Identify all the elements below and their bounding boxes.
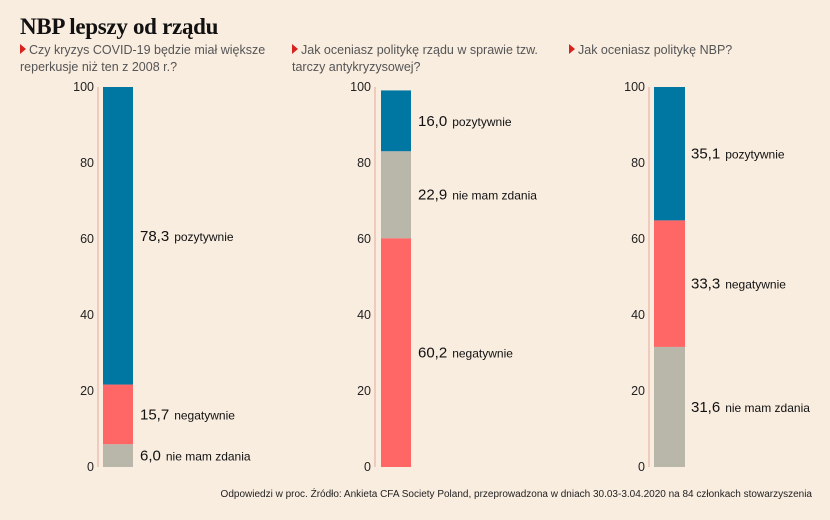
bar-segment-nie-mam-zdania	[381, 151, 411, 239]
y-tick-label: 20	[357, 384, 371, 398]
y-tick-label: 60	[631, 232, 645, 246]
question-1: Czy kryzys COVID-19 będzie miał większe …	[20, 42, 270, 76]
bar-segment-nie-mam-zdania	[654, 346, 685, 467]
y-tick-label: 80	[80, 156, 94, 170]
segment-value: 15,7	[140, 406, 169, 423]
bar-segment-pozytywnie	[654, 87, 685, 221]
segment-value: 33,3	[691, 276, 720, 293]
y-tick-label: 20	[631, 384, 645, 398]
question-2-text: Jak oceniasz politykę rządu w sprawie tz…	[292, 43, 538, 74]
y-tick-label: 80	[631, 156, 645, 170]
segment-label: 35,1 pozytywnie	[691, 146, 785, 163]
triangle-marker-icon	[20, 44, 26, 54]
chart-title: NBP lepszy od rządu	[20, 14, 219, 39]
segment-value: 35,1	[691, 146, 720, 163]
y-tick-label: 40	[357, 308, 371, 322]
y-tick-label: 100	[73, 80, 94, 94]
question-2: Jak oceniasz politykę rządu w sprawie tz…	[292, 42, 542, 76]
y-tick-label: 60	[80, 232, 94, 246]
y-tick-label: 40	[80, 308, 94, 322]
triangle-marker-icon	[569, 44, 575, 54]
bar-segment-pozytywnie	[103, 87, 133, 385]
segment-label: 15,7 negatywnie	[140, 406, 235, 423]
triangle-marker-icon	[292, 44, 298, 54]
y-tick-label: 0	[87, 460, 94, 474]
segment-category: negatywnie	[725, 278, 786, 292]
segment-label: 60,2 negatywnie	[418, 345, 513, 362]
segment-label: 22,9 nie mam zdania	[418, 187, 537, 204]
bar-segment-nie-mam-zdania	[103, 444, 133, 467]
bar-segment-negatywnie	[381, 238, 411, 467]
segment-category: nie mam zdania	[166, 450, 251, 464]
segment-category: pozytywnie	[174, 230, 234, 244]
segment-label: 31,6 nie mam zdania	[691, 399, 810, 416]
segment-value: 31,6	[691, 399, 720, 416]
question-1-text: Czy kryzys COVID-19 będzie miał większe …	[20, 43, 266, 74]
segment-category: pozytywnie	[452, 115, 512, 129]
segment-category: nie mam zdania	[452, 189, 537, 203]
segment-value: 16,0	[418, 113, 447, 130]
segment-label: 16,0 pozytywnie	[418, 113, 512, 130]
segment-category: negatywnie	[174, 408, 235, 422]
y-tick-label: 20	[80, 384, 94, 398]
y-tick-label: 60	[357, 232, 371, 246]
question-3-text: Jak oceniasz politykę NBP?	[578, 43, 733, 57]
footer-source: Odpowiedzi w proc. Źródło: Ankieta CFA S…	[220, 489, 812, 500]
y-tick-label: 80	[357, 156, 371, 170]
y-tick-label: 100	[350, 80, 371, 94]
y-tick-label: 100	[624, 80, 645, 94]
segment-label: 78,3 pozytywnie	[140, 228, 234, 245]
segment-value: 60,2	[418, 345, 447, 362]
segment-category: negatywnie	[452, 347, 513, 361]
segment-value: 6,0	[140, 448, 161, 465]
segment-category: nie mam zdania	[725, 401, 810, 415]
question-3: Jak oceniasz politykę NBP?	[569, 42, 819, 59]
segment-category: pozytywnie	[725, 148, 785, 162]
y-tick-label: 40	[631, 308, 645, 322]
bar-segment-negatywnie	[103, 384, 133, 445]
segment-value: 22,9	[418, 187, 447, 204]
y-tick-label: 0	[638, 460, 645, 474]
y-tick-label: 0	[364, 460, 371, 474]
bar-segment-negatywnie	[654, 220, 685, 347]
segment-value: 78,3	[140, 228, 169, 245]
segment-label: 33,3 negatywnie	[691, 276, 786, 293]
segment-label: 6,0 nie mam zdania	[140, 448, 251, 465]
bar-segment-pozytywnie	[381, 90, 411, 152]
